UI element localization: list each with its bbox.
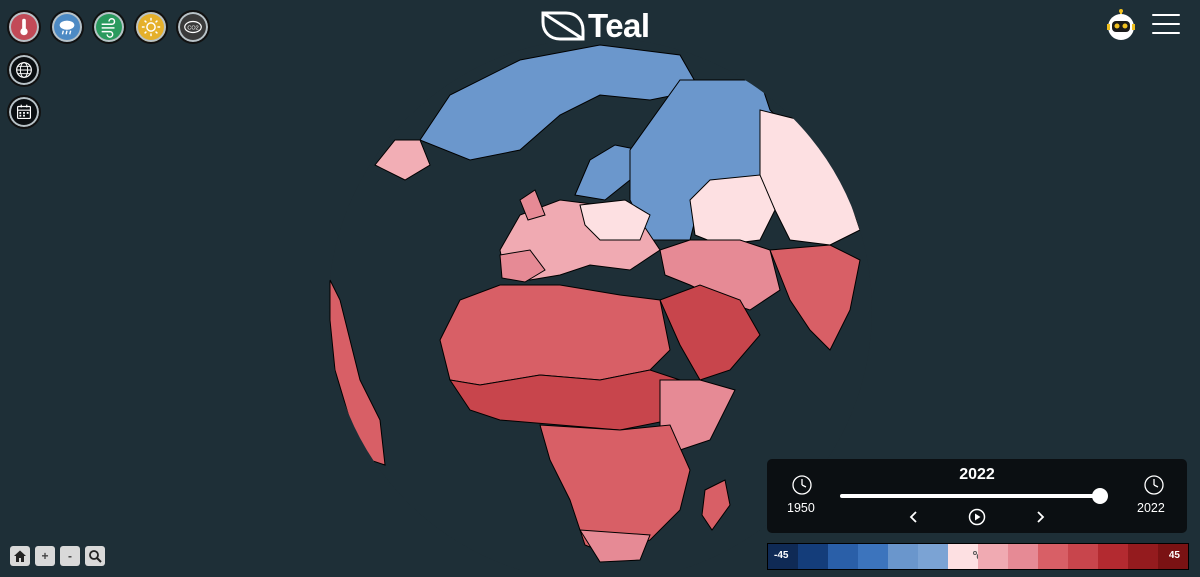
next-year-button[interactable]: [1030, 507, 1050, 527]
rain-cloud-icon: [59, 20, 75, 35]
legend-swatch: [888, 544, 918, 569]
end-clock-icon: [1144, 475, 1164, 495]
logo-text: Teal: [588, 7, 650, 44]
timeline-panel: 2022 1950 2022: [767, 459, 1187, 533]
teal-logo-icon: [541, 11, 585, 41]
globe-icon: [16, 62, 32, 78]
legend-max-label: 45: [1168, 550, 1180, 561]
wind-layer-button[interactable]: [92, 10, 126, 44]
co2-cloud-icon: CO2: [184, 20, 202, 34]
search-icon: [89, 550, 102, 563]
south-asia[interactable]: [769, 244, 861, 351]
madagascar[interactable]: [701, 479, 731, 531]
calendar-view-button[interactable]: [7, 95, 41, 129]
start-year: 1950: [787, 501, 815, 515]
legend-swatch: [1038, 544, 1068, 569]
search-button[interactable]: [85, 546, 105, 566]
calendar-icon: [16, 104, 32, 120]
start-clock-icon: [792, 475, 812, 495]
legend-swatch: [978, 544, 1008, 569]
current-year: 2022: [959, 466, 995, 483]
globe-view-button[interactable]: [7, 53, 41, 87]
central-asia[interactable]: [689, 174, 776, 246]
co2-layer-button[interactable]: CO2: [176, 10, 210, 44]
precipitation-layer-button[interactable]: [50, 10, 84, 44]
northeast-america[interactable]: [374, 139, 431, 181]
legend-swatch: [948, 544, 983, 569]
north-africa[interactable]: [439, 284, 671, 386]
middle-east[interactable]: [659, 239, 781, 311]
previous-year-button[interactable]: [904, 507, 924, 527]
home-icon: [14, 550, 26, 562]
legend-swatch: [798, 544, 828, 569]
co2-label: CO2: [187, 25, 198, 31]
legend-min-label: -45: [774, 550, 789, 561]
thermometer-icon: [20, 18, 28, 36]
temperature-layer-button[interactable]: [7, 10, 41, 44]
legend-swatch: [828, 544, 858, 569]
chevron-left-icon: [909, 511, 917, 523]
legend-swatch: [918, 544, 948, 569]
assistant-bot-icon[interactable]: [1104, 9, 1138, 43]
legend-swatch: 45: [1158, 544, 1188, 569]
app-logo: Teal: [540, 7, 650, 44]
temperature-legend: -45 45: [767, 543, 1189, 570]
legend-swatch: [1128, 544, 1158, 569]
uk-ireland[interactable]: [519, 189, 546, 221]
legend-swatch: -45: [768, 544, 798, 569]
legend-swatch: [858, 544, 888, 569]
iberia[interactable]: [499, 249, 546, 283]
south-africa[interactable]: [579, 529, 651, 563]
zoom-out-button[interactable]: -: [60, 546, 80, 566]
hamburger-menu-icon[interactable]: [1152, 14, 1180, 36]
southern-africa[interactable]: [539, 424, 691, 556]
legend-swatch: [1008, 544, 1038, 569]
south-america-edge[interactable]: [329, 279, 386, 466]
play-button[interactable]: [967, 507, 987, 527]
central-europe[interactable]: [579, 199, 651, 241]
timeline-slider-handle[interactable]: [1092, 488, 1108, 504]
chevron-right-icon: [1037, 511, 1045, 523]
play-icon: [968, 508, 986, 526]
map-controls: + -: [10, 546, 105, 566]
end-year: 2022: [1137, 501, 1165, 515]
legend-swatch: [1068, 544, 1098, 569]
zoom-in-button[interactable]: +: [35, 546, 55, 566]
arabian-peninsula[interactable]: [659, 284, 761, 381]
sun-icon: [141, 17, 161, 37]
legend-swatch: [1098, 544, 1128, 569]
timeline-slider-track[interactable]: [840, 494, 1100, 498]
sun-layer-button[interactable]: [134, 10, 168, 44]
home-button[interactable]: [10, 546, 30, 566]
wind-icon: [101, 18, 116, 38]
